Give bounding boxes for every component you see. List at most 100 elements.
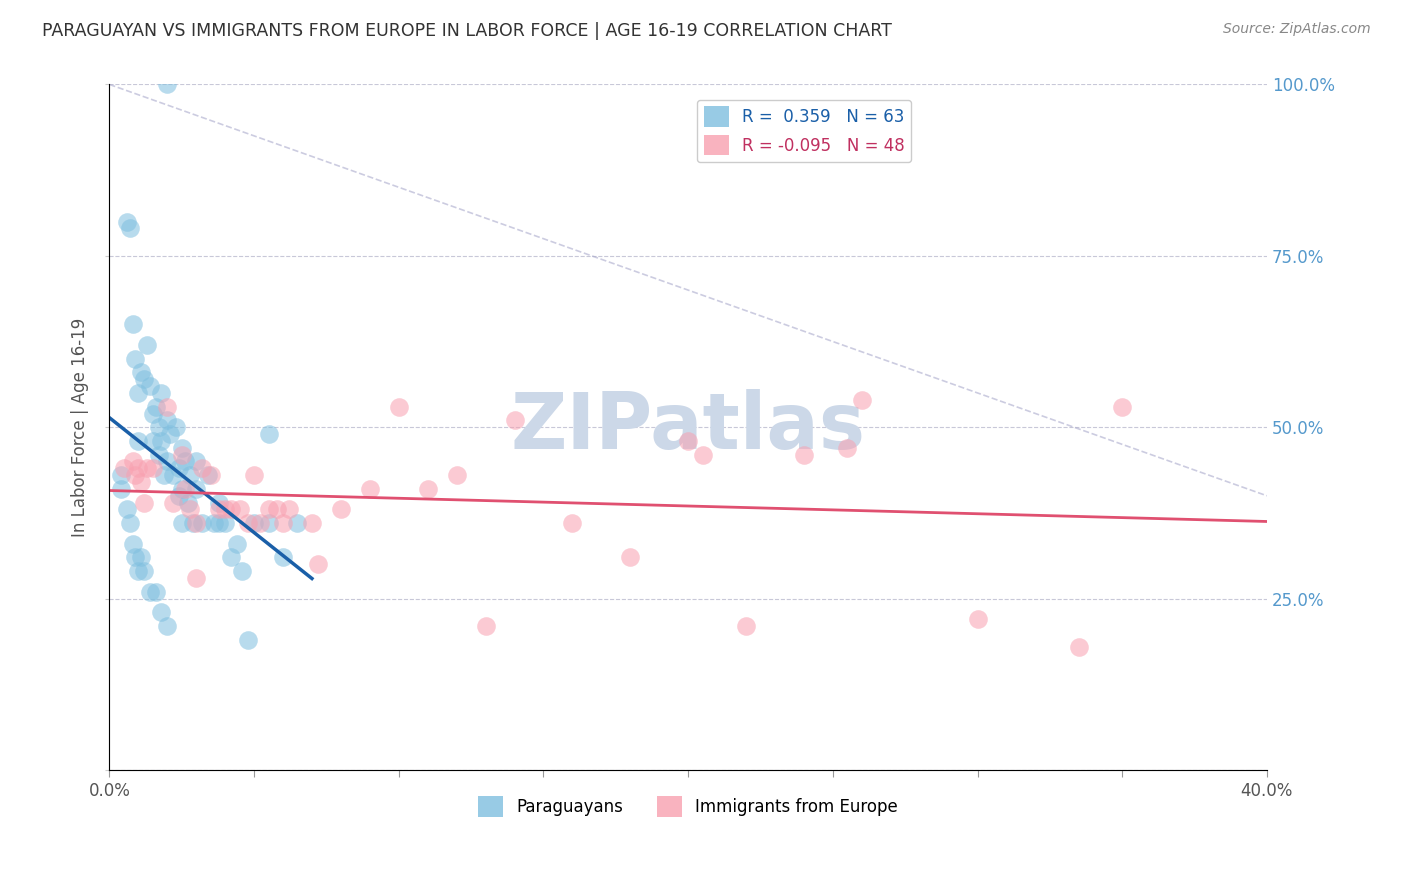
Point (257, 427, 280, 442)
Point (142, 434, 165, 448)
Point (170, 516, 193, 531)
Point (966, 612, 988, 626)
Point (170, 441, 193, 455)
Point (181, 516, 204, 531)
Point (112, 461, 135, 475)
Point (238, 516, 260, 531)
Point (142, 407, 165, 421)
Point (219, 550, 242, 565)
Point (186, 482, 208, 496)
Point (110, 482, 132, 496)
Point (271, 516, 294, 531)
Point (202, 516, 225, 531)
Point (156, 78, 179, 92)
Point (214, 502, 236, 516)
Point (676, 434, 699, 448)
Point (851, 392, 873, 407)
Point (156, 619, 179, 633)
Point (837, 441, 859, 455)
Point (271, 550, 294, 565)
Point (165, 420, 187, 434)
Point (115, 214, 138, 228)
Point (127, 386, 149, 401)
Point (176, 495, 198, 509)
Point (219, 502, 242, 516)
Point (132, 372, 155, 386)
Point (243, 468, 266, 483)
Point (503, 413, 526, 427)
Point (162, 468, 184, 483)
Point (692, 448, 714, 462)
Point (139, 584, 162, 599)
Point (127, 434, 149, 448)
Point (214, 516, 236, 531)
Point (159, 427, 181, 442)
Point (150, 386, 173, 401)
Point (145, 584, 167, 599)
Point (136, 338, 159, 352)
Legend: Paraguayans, Immigrants from Europe: Paraguayans, Immigrants from Europe (471, 789, 904, 823)
Point (124, 351, 146, 366)
Point (132, 564, 155, 578)
Point (167, 489, 190, 503)
Point (307, 558, 329, 572)
Point (416, 482, 439, 496)
Point (139, 379, 162, 393)
Point (173, 454, 195, 468)
Point (156, 413, 179, 427)
Point (446, 468, 468, 483)
Point (145, 400, 167, 414)
Point (186, 516, 208, 531)
Point (197, 468, 219, 483)
Point (191, 516, 214, 531)
Point (735, 619, 758, 633)
Point (301, 516, 323, 531)
Point (121, 537, 143, 551)
Point (225, 537, 247, 551)
Point (191, 461, 214, 475)
Point (186, 454, 208, 468)
Point (208, 516, 231, 531)
Point (388, 400, 411, 414)
Point (162, 495, 184, 509)
Point (127, 564, 149, 578)
Point (150, 605, 173, 619)
Point (129, 475, 152, 489)
Point (231, 564, 253, 578)
Point (150, 434, 173, 448)
Point (243, 516, 266, 531)
Point (170, 482, 193, 496)
Point (129, 550, 152, 565)
Point (153, 468, 176, 483)
Point (238, 632, 260, 647)
Point (208, 495, 231, 509)
Point (136, 461, 159, 475)
Point (167, 461, 190, 475)
Point (208, 502, 231, 516)
Point (228, 502, 250, 516)
Point (156, 454, 179, 468)
Point (200, 468, 222, 483)
Point (474, 619, 496, 633)
Point (127, 461, 149, 475)
Y-axis label: In Labor Force | Age 16-19: In Labor Force | Age 16-19 (72, 318, 89, 537)
Text: Source: ZipAtlas.com: Source: ZipAtlas.com (1223, 22, 1371, 37)
Point (257, 516, 280, 531)
Point (186, 571, 208, 585)
Point (170, 448, 193, 462)
Point (142, 461, 165, 475)
Point (249, 516, 271, 531)
Point (561, 516, 583, 531)
Point (619, 550, 641, 565)
Point (156, 400, 179, 414)
Point (793, 448, 815, 462)
Point (148, 448, 170, 462)
Text: ZIPatlas: ZIPatlas (510, 389, 866, 466)
Point (257, 502, 280, 516)
Point (118, 221, 141, 235)
Point (121, 318, 143, 332)
Point (124, 468, 146, 483)
Point (1067, 640, 1090, 654)
Point (179, 502, 201, 516)
Point (1111, 400, 1133, 414)
